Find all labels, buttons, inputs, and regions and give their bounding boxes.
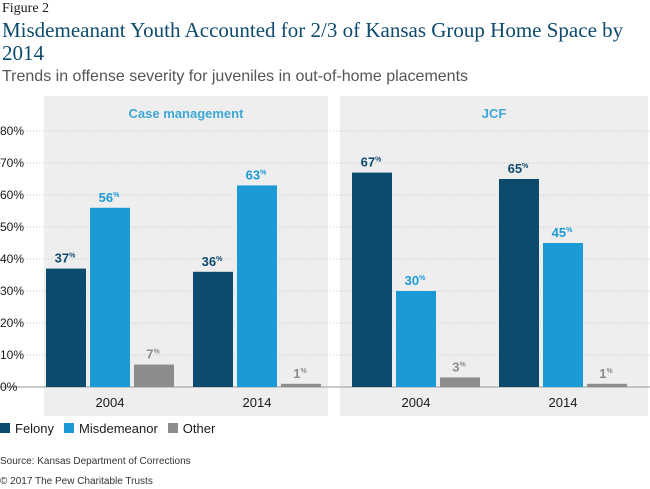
bar <box>396 291 436 387</box>
data-label-unit: % <box>522 163 529 170</box>
x-category-label: 2014 <box>549 395 578 410</box>
bar <box>499 179 539 387</box>
bar <box>281 383 321 387</box>
panel-title: Case management <box>129 106 245 121</box>
bar <box>193 271 233 387</box>
legend-item: Other <box>167 420 216 436</box>
legend-swatch <box>167 423 178 433</box>
data-label-unit: % <box>375 157 382 164</box>
bar <box>90 207 130 387</box>
data-label-unit: % <box>607 368 614 375</box>
legend-label: Other <box>182 420 216 436</box>
y-tick-label: 50% <box>0 220 24 234</box>
data-label-unit: % <box>216 256 223 263</box>
y-tick-label: 0% <box>0 380 18 394</box>
y-tick-label: 60% <box>0 188 24 202</box>
chart-subtitle: Trends in offense severity for juveniles… <box>2 68 469 85</box>
bar <box>352 172 392 387</box>
y-tick-label: 70% <box>0 156 24 170</box>
x-category-label: 2014 <box>243 395 272 410</box>
y-tick-label: 10% <box>0 348 24 362</box>
data-label-unit: % <box>419 275 426 282</box>
data-label-unit: % <box>566 227 573 234</box>
panel-background-1 <box>44 96 328 416</box>
bar <box>237 185 277 387</box>
source-note: Source: Kansas Department of Corrections <box>0 456 191 467</box>
data-label-unit: % <box>460 361 467 368</box>
bar <box>587 383 627 387</box>
y-tick-label: 40% <box>0 252 24 266</box>
legend-item: Misdemeanor <box>64 421 158 436</box>
x-category-label: 2004 <box>96 395 125 410</box>
data-label-unit: % <box>113 192 120 199</box>
legend-label: Misdemeanor <box>79 420 158 436</box>
bar-chart: 0% 10% 20% 30% 40% 50% 60% 70% 80% Case managemen… <box>0 96 650 416</box>
bar <box>134 364 174 387</box>
copyright-note: © 2017 The Pew Charitable Trusts <box>0 476 153 487</box>
data-label-unit: % <box>301 368 308 375</box>
bar <box>543 243 583 387</box>
bar <box>440 377 480 387</box>
data-label-unit: % <box>69 253 76 260</box>
legend-swatch <box>64 423 75 433</box>
y-tick-label: 20% <box>0 316 24 330</box>
y-tick-label: 30% <box>0 284 24 298</box>
legend-item: Felony <box>0 421 54 436</box>
bar <box>46 268 86 387</box>
panel-title: JCF <box>482 106 507 121</box>
x-category-label: 2004 <box>402 395 431 410</box>
legend-label: Felony <box>15 420 55 436</box>
chart-title: Misdemeanant Youth Accounted for 2/3 of … <box>2 18 624 65</box>
data-label-unit: % <box>154 349 161 356</box>
data-label-unit: % <box>260 169 267 176</box>
legend-swatch <box>0 423 10 433</box>
figure-label: Figure 2 <box>2 1 50 16</box>
legend: Felony Misdemeanor Other <box>0 420 225 436</box>
y-tick-label: 80% <box>0 124 24 138</box>
